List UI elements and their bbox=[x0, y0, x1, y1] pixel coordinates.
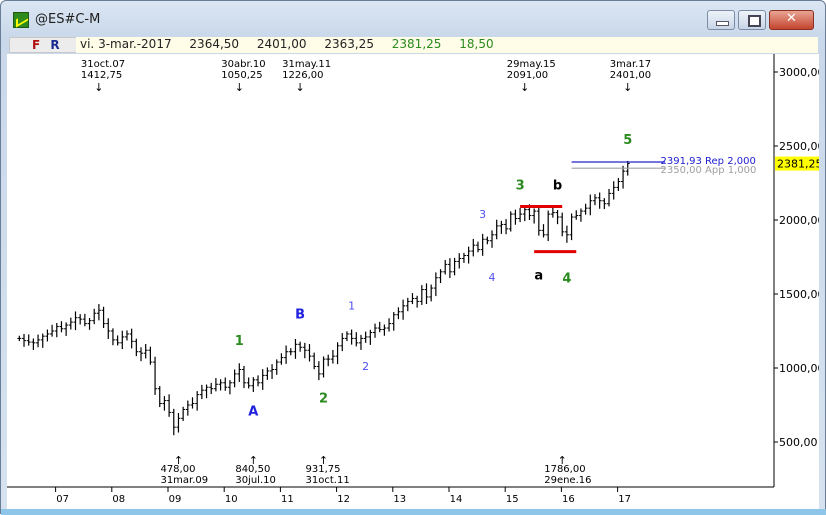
quote-info-bar: F R vi. 3-mar.-2017 2364,50 2401,00 2363… bbox=[9, 37, 818, 53]
bottom-marker-price: 1786,00 bbox=[544, 464, 585, 475]
down-arrow-icon: ↓ bbox=[520, 81, 529, 94]
x-tick-label: 14 bbox=[450, 494, 463, 505]
up-arrow-icon: ↑ bbox=[174, 454, 183, 467]
bottom-marker-date: 30jul.10 bbox=[235, 475, 276, 486]
top-marker-price: 2091,00 bbox=[507, 70, 548, 81]
maximize-button[interactable] bbox=[738, 10, 766, 30]
x-tick-label: 08 bbox=[112, 494, 125, 505]
wave-label: 3 bbox=[479, 208, 486, 221]
wave-label: 5 bbox=[623, 133, 632, 148]
y-tick-label: 2000,00 bbox=[779, 214, 819, 227]
wave-label: 2 bbox=[319, 391, 328, 406]
title-bar[interactable]: @ES#C-M bbox=[1, 1, 825, 35]
level-label-app: 2350,00 App 1,000 bbox=[661, 165, 757, 176]
last-price-tag bbox=[775, 156, 819, 171]
level-label-rep: 2391,93 Rep 2,000 bbox=[661, 156, 756, 167]
quote-date: vi. 3-mar.-2017 bbox=[80, 37, 172, 51]
quote-close: 2381,25 bbox=[391, 37, 442, 51]
down-arrow-icon: ↓ bbox=[235, 81, 244, 94]
top-marker-date: 30abr.10 bbox=[221, 59, 265, 70]
bottom-marker-date: 31mar.09 bbox=[160, 475, 208, 486]
last-price-label: 2381,25 bbox=[777, 158, 819, 171]
up-arrow-icon: ↑ bbox=[249, 454, 258, 467]
up-arrow-icon: ↑ bbox=[319, 454, 328, 467]
wave-label: 4 bbox=[489, 271, 496, 284]
wave-label: 2 bbox=[362, 360, 369, 373]
top-marker-price: 1412,75 bbox=[81, 70, 122, 81]
wave-label: B bbox=[295, 307, 305, 322]
minimize-button[interactable] bbox=[707, 10, 735, 30]
y-tick-label: 1000,00 bbox=[779, 362, 819, 375]
down-arrow-icon: ↓ bbox=[296, 81, 305, 94]
x-tick-label: 11 bbox=[281, 494, 294, 505]
bottom-marker-date: 29ene.16 bbox=[544, 475, 591, 486]
quote-high: 2401,00 bbox=[256, 37, 307, 51]
bottom-marker-price: 840,50 bbox=[235, 464, 270, 475]
chart-app-icon bbox=[13, 12, 29, 28]
price-chart-svg[interactable]: 3000,00 2500,00 2000,00 1500,00 1000,00 500,0… bbox=[7, 54, 825, 510]
f-button[interactable]: F bbox=[32, 38, 41, 52]
bottom-marker-price: 478,00 bbox=[160, 464, 195, 475]
y-tick-label: 3000,00 bbox=[779, 66, 819, 79]
window-title: @ES#C-M bbox=[35, 12, 101, 27]
bottom-marker-date: 31oct.11 bbox=[306, 475, 350, 486]
x-tick-label: 16 bbox=[562, 494, 575, 505]
close-button[interactable] bbox=[769, 10, 814, 30]
y-tick-label: 1500,00 bbox=[779, 288, 819, 301]
wave-label: A bbox=[248, 405, 258, 420]
top-marker-date: 31oct.07 bbox=[81, 59, 125, 70]
price-chart[interactable]: 3000,00 2500,00 2000,00 1500,00 1000,00 500,0… bbox=[7, 54, 825, 510]
quote-open: 2364,50 bbox=[189, 37, 240, 51]
top-marker-price: 1050,25 bbox=[221, 70, 262, 81]
x-tick-label: 07 bbox=[56, 494, 69, 505]
window-bottom-border bbox=[1, 509, 826, 515]
top-marker-date: 3mar.17 bbox=[610, 59, 651, 70]
wave-label: 1 bbox=[348, 300, 355, 313]
wave-label: 3 bbox=[516, 179, 525, 194]
x-tick-label: 15 bbox=[506, 494, 519, 505]
r-button[interactable]: R bbox=[50, 38, 60, 52]
wave-label: 4 bbox=[562, 271, 571, 286]
wave-label: a bbox=[534, 269, 543, 284]
down-arrow-icon: ↓ bbox=[94, 81, 103, 94]
top-marker-price: 2401,00 bbox=[610, 70, 651, 81]
x-tick-label: 09 bbox=[169, 494, 182, 505]
wave-label: b bbox=[553, 179, 562, 194]
quote-low: 2363,25 bbox=[324, 37, 374, 51]
quote-change: 18,50 bbox=[459, 37, 494, 51]
x-tick-label: 12 bbox=[337, 494, 350, 505]
x-tick-label: 17 bbox=[618, 494, 631, 505]
wave-label: 1 bbox=[235, 334, 244, 349]
quote-values: vi. 3-mar.-2017 2364,50 2401,00 2363,25 … bbox=[76, 37, 818, 53]
top-marker-price: 1226,00 bbox=[282, 70, 323, 81]
x-tick-label: 13 bbox=[393, 494, 406, 505]
top-marker-date: 29may.15 bbox=[507, 59, 556, 70]
top-marker-date: 31may.11 bbox=[282, 59, 331, 70]
up-arrow-icon: ↑ bbox=[558, 454, 567, 467]
y-tick-label: 2500,00 bbox=[779, 140, 819, 153]
y-tick-label: 500,00 bbox=[779, 436, 818, 449]
bottom-marker-price: 931,75 bbox=[306, 464, 341, 475]
down-arrow-icon: ↓ bbox=[623, 81, 632, 94]
x-tick-label: 10 bbox=[225, 494, 238, 505]
